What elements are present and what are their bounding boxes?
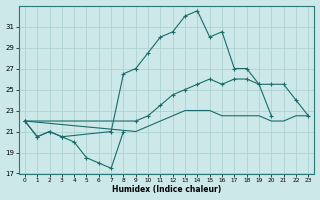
X-axis label: Humidex (Indice chaleur): Humidex (Indice chaleur) xyxy=(112,185,221,194)
